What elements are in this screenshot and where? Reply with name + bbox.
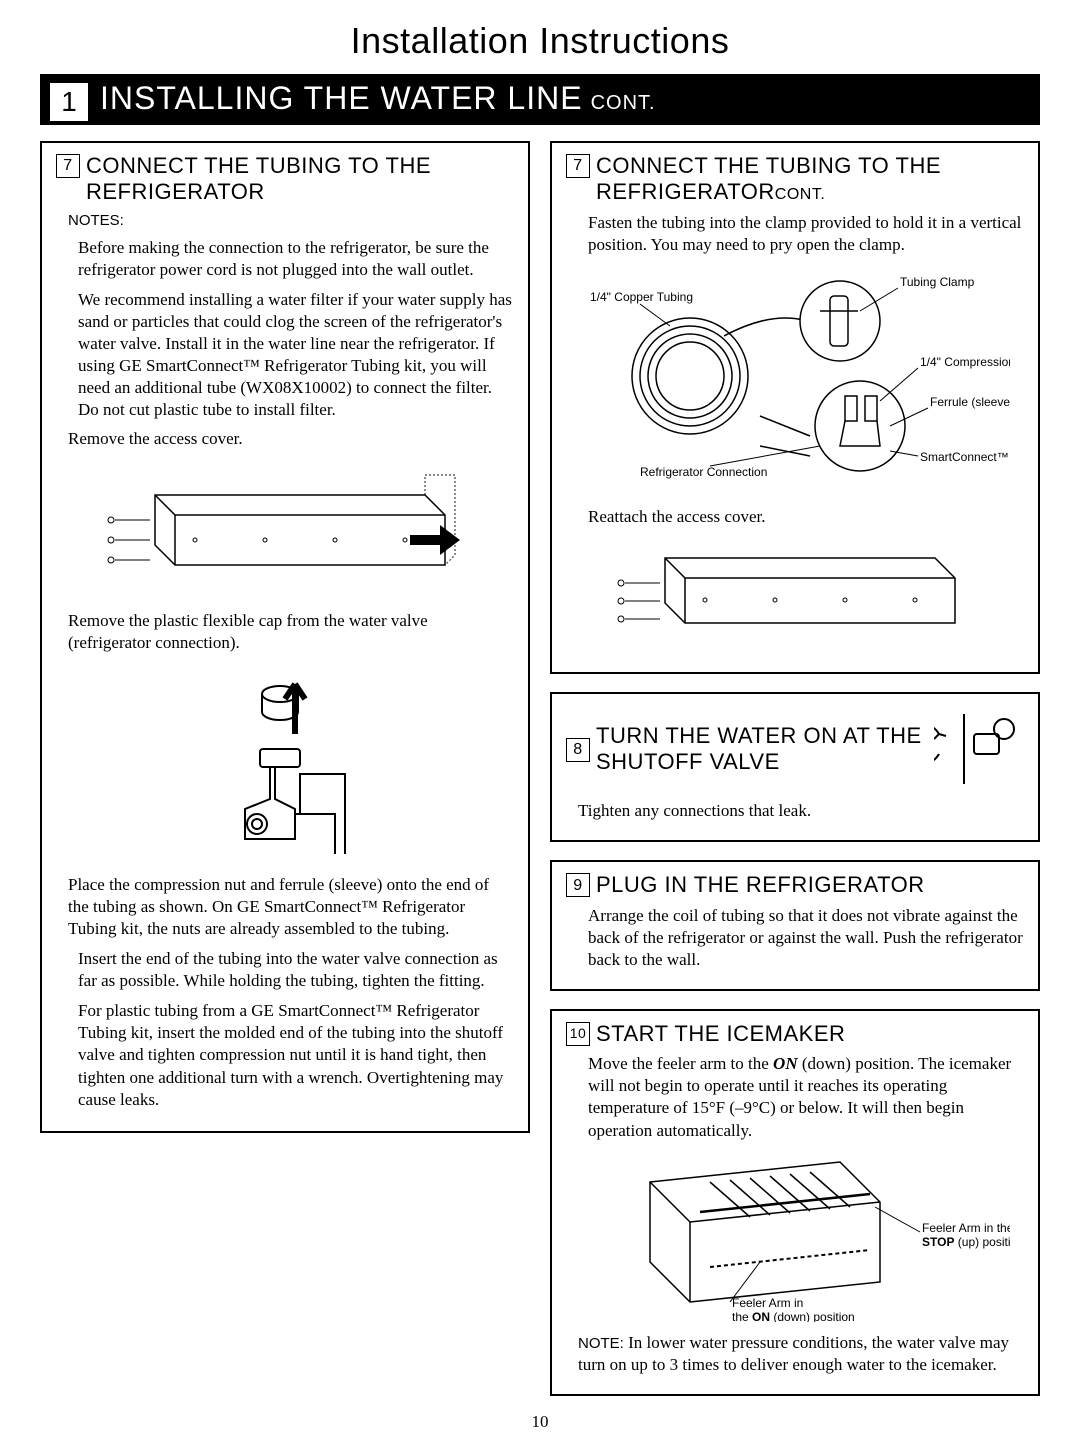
section-number: 1 [50,83,88,121]
fasten-text: Fasten the tubing into the clamp provide… [588,212,1024,256]
step-10-note-pre: NOTE: [578,1335,624,1352]
label-clamp: Tubing Clamp [900,275,975,289]
tubing-clamp-diagram: 1/4" Copper Tubing Tubing Clamp 1/4" Com… [566,266,1024,496]
plastic-tubing-text: For plastic tubing from a GE SmartConnec… [78,1000,514,1110]
label-compnut: 1/4" Compression Nut [920,355,1010,369]
insert-end-text: Insert the end of the tubing into the wa… [78,948,514,992]
step-number-8: 8 [566,738,590,762]
svg-text:Ferrule (sleeve): Ferrule (sleeve) [930,395,1010,409]
svg-text:1/4" Compression Nut: 1/4" Compression Nut [920,355,1010,369]
svg-text:Feeler Arm inthe ON (down) pos: Feeler Arm inthe ON (down) position [732,1296,855,1322]
step-8-header: 8 TURN THE WATER ON AT THE SHUTOFF VALVE [566,704,1024,794]
step-number-7b: 7 [566,154,590,178]
step-9-title: PLUG IN THE REFRIGERATOR [596,872,1024,898]
step-8-box: 8 TURN THE WATER ON AT THE SHUTOFF VALVE [550,692,1040,842]
access-cover-diagram [56,460,514,600]
step-7-note2: We recommend installing a water filter i… [78,289,514,422]
step-7b-title: CONNECT THE TUBING TO THE REFRIGERATORCO… [596,153,1024,206]
step-number-10: 10 [566,1022,590,1046]
step-7b-header: 7 CONNECT THE TUBING TO THE REFRIGERATOR… [566,153,1024,206]
page-title: Installation Instructions [40,20,1040,62]
svg-text:Feeler Arm in theSTOP (up) pos: Feeler Arm in theSTOP (up) position [922,1221,1010,1249]
access-cover-diagram-2 [566,538,1024,648]
step-7-header: 7 CONNECT THE TUBING TO THE REFRIGERATOR [56,153,514,206]
step-10-box: 10 START THE ICEMAKER Move the feeler ar… [550,1009,1040,1396]
step-7b-title-text: CONNECT THE TUBING TO THE REFRIGERATOR [596,153,941,204]
step-9-box: 9 PLUG IN THE REFRIGERATOR Arrange the c… [550,860,1040,991]
step-7b-cont: CONT. [775,186,826,203]
svg-text:Refrigerator Connection: Refrigerator Connection [640,465,767,479]
icemaker-diagram: Feeler Arm in theSTOP (up) position Feel… [566,1152,1024,1322]
step-9-header: 9 PLUG IN THE REFRIGERATOR [566,872,1024,898]
step-10-note: NOTE: In lower water pressure conditions… [578,1332,1024,1376]
label-conn: Refrigerator Connection [640,465,767,479]
notes-label: NOTES: [68,212,514,229]
step-8-body: Tighten any connections that leak. [578,800,1024,822]
step-10-title: START THE ICEMAKER [596,1021,1024,1047]
section-cont: CONT. [591,92,656,115]
step-10-header: 10 START THE ICEMAKER [566,1021,1024,1047]
remove-cover-text: Remove the access cover. [68,428,514,450]
label-on-c: ON [752,1310,770,1322]
valve-cap-diagram [56,664,514,864]
left-column: 7 CONNECT THE TUBING TO THE REFRIGERATOR… [40,141,530,1396]
section-header-bar: 1 INSTALLING THE WATER LINE CONT. [40,74,1040,125]
content-columns: 7 CONNECT THE TUBING TO THE REFRIGERATOR… [40,141,1040,1396]
page-number: 10 [40,1412,1040,1432]
step-7-title: CONNECT THE TUBING TO THE REFRIGERATOR [86,153,514,206]
step-number-7: 7 [56,154,80,178]
section-title: INSTALLING THE WATER LINE [100,80,583,117]
label-on-d: (down) position [770,1310,855,1322]
label-copper: 1/4" Copper Tubing [590,290,693,304]
step-10-body1: Move the feeler arm to the ON (down) pos… [588,1053,1024,1141]
label-stop-b: STOP [922,1235,954,1249]
svg-text:SmartConnect™ Tubing: SmartConnect™ Tubing [920,450,1010,464]
shutoff-valve-icon [934,704,1024,794]
label-on-b: the [732,1310,752,1322]
step-7-box: 7 CONNECT THE TUBING TO THE REFRIGERATOR… [40,141,530,1133]
svg-text:1/4" Copper Tubing: 1/4" Copper Tubing [590,290,693,304]
step-10-on: ON [773,1054,798,1073]
right-column: 7 CONNECT THE TUBING TO THE REFRIGERATOR… [550,141,1040,1396]
label-smart: SmartConnect™ Tubing [920,450,1010,464]
reattach-text: Reattach the access cover. [588,506,1024,528]
label-ferrule: Ferrule (sleeve) [930,395,1010,409]
label-stop-c: (up) position [954,1235,1010,1249]
step-9-body: Arrange the coil of tubing so that it do… [588,905,1024,971]
label-on-a: Feeler Arm in [732,1296,803,1310]
step-number-9: 9 [566,873,590,897]
label-stop-a: Feeler Arm in the [922,1221,1010,1235]
step-10-body1a: Move the feeler arm to the [588,1054,773,1073]
place-nut-text: Place the compression nut and ferrule (s… [68,874,514,940]
step-7b-box: 7 CONNECT THE TUBING TO THE REFRIGERATOR… [550,141,1040,674]
step-7-note1: Before making the connection to the refr… [78,237,514,281]
remove-cap-text: Remove the plastic flexible cap from the… [68,610,514,654]
step-8-title: TURN THE WATER ON AT THE SHUTOFF VALVE [596,723,926,776]
step-10-note-body: In lower water pressure conditions, the … [578,1333,1009,1374]
